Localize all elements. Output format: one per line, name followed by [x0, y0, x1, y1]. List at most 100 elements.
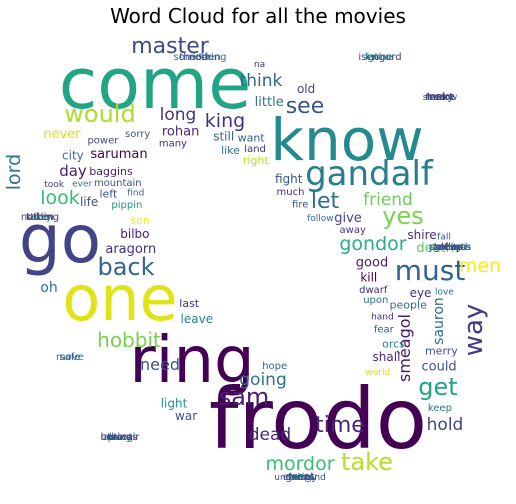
cloud-word-121: even: [429, 93, 451, 103]
cloud-word-24: men: [459, 255, 501, 277]
cloud-word-46: life: [80, 195, 98, 209]
cloud-word-40: saruman: [90, 147, 147, 162]
cloud-word-29: going: [239, 370, 286, 390]
cloud-word-86: nothing: [21, 212, 59, 223]
cloud-word-58: bilbo: [120, 227, 149, 241]
cloud-word-10: way: [459, 304, 489, 357]
cloud-word-66: son: [130, 214, 149, 227]
cloud-word-36: sauron: [431, 297, 447, 345]
cloud-word-67: merry: [425, 345, 458, 358]
cloud-word-108: follow: [307, 214, 334, 224]
cloud-word-25: mordor: [265, 453, 334, 475]
cloud-word-80: thing: [107, 432, 133, 443]
cloud-word-124: na: [254, 60, 265, 70]
cloud-word-99: deep: [438, 242, 463, 253]
cloud-word-23: gondor: [339, 233, 406, 255]
cloud-word-2: go: [19, 201, 101, 278]
cloud-word-1: come: [59, 43, 252, 125]
cloud-word-55: old: [297, 82, 315, 96]
cloud-word-54: city: [62, 148, 84, 162]
cloud-word-49: kill: [360, 271, 377, 285]
cloud-word-6: gandalf: [305, 154, 434, 194]
cloud-word-120: place: [108, 433, 133, 443]
cloud-word-103: father: [365, 52, 396, 63]
cloud-word-96: always: [103, 432, 137, 443]
cloud-word-43: death: [416, 241, 454, 256]
cloud-word-112: mind: [109, 433, 132, 443]
cloud-word-57: eye: [410, 286, 432, 300]
cloud-word-125: bring: [288, 473, 311, 483]
cloud-word-7: must: [395, 254, 466, 287]
chart-title: Word Cloud for all the movies: [110, 4, 406, 28]
cloud-word-111: world: [365, 368, 390, 378]
cloud-word-13: back: [97, 253, 154, 281]
cloud-word-77: keep: [428, 403, 452, 414]
cloud-word-78: tree: [30, 212, 50, 223]
cloud-word-9: yes: [382, 202, 423, 230]
cloud-word-47: fight: [275, 172, 303, 186]
cloud-word-83: strength: [429, 242, 471, 253]
cloud-word-92: theoden: [179, 52, 220, 63]
cloud-word-51: shire: [407, 228, 436, 242]
cloud-word-100: sorry: [125, 129, 150, 140]
cloud-word-122: find: [127, 189, 144, 199]
cloud-word-59: people: [390, 299, 428, 312]
cloud-word-38: never: [43, 127, 81, 142]
cloud-word-26: think: [240, 71, 283, 91]
cloud-word-39: little: [255, 95, 284, 110]
cloud-word-28: friend: [363, 190, 413, 210]
cloud-word-105: hurry: [427, 92, 454, 103]
cloud-word-56: war: [175, 409, 197, 423]
cloud-word-0: frodo: [209, 370, 427, 468]
cloud-word-126: ever: [72, 179, 92, 189]
cloud-word-81: away: [340, 225, 366, 236]
cloud-word-60: want: [238, 131, 266, 144]
cloud-word-33: need: [140, 355, 180, 374]
cloud-word-45: could: [421, 360, 456, 375]
cloud-word-76: pippin: [111, 200, 142, 211]
cloud-word-19: hobbit: [97, 328, 161, 352]
cloud-word-107: darkness: [430, 243, 471, 253]
cloud-word-14: sam: [219, 383, 270, 411]
cloud-word-72: power: [87, 136, 119, 147]
cloud-word-98: safe: [59, 352, 80, 363]
cloud-word-109: understand: [274, 473, 326, 483]
cloud-word-68: like: [221, 144, 240, 157]
cloud-word-88: land: [244, 144, 266, 155]
cloud-word-42: aragorn: [105, 242, 156, 257]
cloud-word-62: baggins: [89, 165, 133, 178]
cloud-word-95: gone: [368, 52, 393, 63]
cloud-word-48: light: [161, 397, 188, 411]
cloud-word-113: shadow: [423, 93, 458, 103]
cloud-word-11: take: [341, 448, 393, 476]
cloud-word-75: precious: [429, 242, 471, 253]
cloud-word-101: help: [289, 472, 311, 483]
cloud-word-53: shall: [373, 350, 401, 364]
cloud-word-79: much: [277, 187, 305, 198]
cloud-word-31: dead: [249, 425, 291, 445]
cloud-word-12: get: [418, 373, 457, 401]
cloud-word-18: time: [315, 413, 365, 438]
cloud-word-15: master: [131, 34, 210, 59]
cloud-word-61: orcs: [382, 338, 405, 351]
cloud-word-91: gollum: [433, 242, 467, 253]
cloud-word-118: army: [28, 213, 52, 223]
cloud-word-87: isengard: [358, 52, 401, 63]
cloud-word-70: left: [99, 188, 118, 201]
cloud-word-44: rohan: [162, 125, 199, 140]
cloud-word-82: many: [159, 139, 187, 150]
cloud-word-35: oh: [40, 280, 57, 296]
cloud-word-102: ride: [30, 212, 49, 223]
cloud-word-30: hold: [427, 415, 464, 435]
cloud-word-34: day: [59, 162, 87, 180]
cloud-word-115: fall: [437, 233, 451, 243]
cloud-word-123: white: [438, 243, 463, 253]
cloud-word-119: love: [435, 287, 454, 297]
cloud-word-65: make: [425, 90, 455, 103]
cloud-word-110: took: [44, 180, 65, 190]
cloud-word-4: ring: [129, 324, 254, 398]
cloud-word-84: something: [174, 52, 227, 63]
cloud-word-116: rider: [189, 53, 210, 63]
